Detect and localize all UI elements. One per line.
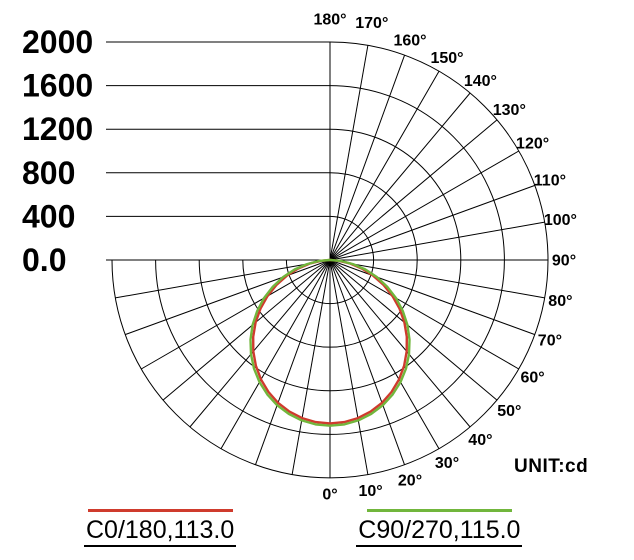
grid-ring xyxy=(285,215,375,305)
angle-label: 170° xyxy=(355,15,388,32)
curve-c0-180 xyxy=(252,258,408,425)
legend-label-c0-180: C0/180,113.0 xyxy=(84,516,237,547)
grid-spoke xyxy=(291,259,331,475)
grid-spoke xyxy=(220,259,331,450)
grid-spoke xyxy=(329,259,498,401)
legend: C0/180,113.0 C90/270,115.0 xyxy=(0,509,634,547)
grid-spoke xyxy=(254,259,331,466)
legend-item-c0-180: C0/180,113.0 xyxy=(84,509,237,547)
angle-label: 160° xyxy=(393,33,426,50)
angle-label: 40° xyxy=(468,432,492,449)
angle-label: 50° xyxy=(497,403,521,420)
grid-spoke xyxy=(329,259,369,475)
radial-tick-labels: 2000 1600 1200 800 400 0.0 xyxy=(22,24,93,278)
grid-spoke xyxy=(162,259,331,401)
grid-spoke xyxy=(329,259,545,299)
grid-ring xyxy=(111,41,549,479)
grid-spoke xyxy=(189,259,331,428)
curve-c90-270 xyxy=(249,258,411,427)
radial-tick-label: 1600 xyxy=(22,68,93,104)
legend-label-c90-270: C90/270,115.0 xyxy=(356,516,523,547)
angle-label: 180° xyxy=(313,12,346,29)
radial-tick-label: 400 xyxy=(22,198,75,234)
legend-swatch-c0-180 xyxy=(87,509,233,512)
legend-item-c90-270: C90/270,115.0 xyxy=(356,509,523,547)
grid-spoke xyxy=(329,119,498,261)
angle-label: 0° xyxy=(322,487,337,504)
angle-labels: 0° 10° 20° 30° 40° 50° 60° 70° 80° 90° 100° 110° 120… xyxy=(313,12,576,504)
angle-label: 60° xyxy=(520,370,544,387)
grid-spoke xyxy=(329,259,536,336)
grid-spoke xyxy=(329,45,369,261)
grid-spoke xyxy=(329,92,471,261)
grid-spoke xyxy=(124,259,331,336)
grid-spoke xyxy=(329,259,406,466)
grid-spoke xyxy=(329,184,536,261)
grid-spoke xyxy=(329,70,440,261)
angle-label: 150° xyxy=(430,50,463,67)
radial-tick-label: 0.0 xyxy=(22,242,66,278)
grid-spoke xyxy=(329,150,520,261)
angle-label: 80° xyxy=(548,293,572,310)
grid-spoke xyxy=(329,259,520,370)
angle-label: 10° xyxy=(358,483,382,500)
grid-spoke xyxy=(329,259,471,428)
grid-spoke xyxy=(329,54,406,261)
angle-label: 110° xyxy=(534,173,566,190)
grid-spoke xyxy=(329,221,545,261)
radial-tick-label: 800 xyxy=(22,155,75,191)
angle-label: 130° xyxy=(493,102,526,119)
angle-label: 30° xyxy=(435,455,459,472)
radial-tick-label: 2000 xyxy=(22,24,93,60)
polar-grid xyxy=(106,41,549,479)
grid-spoke xyxy=(140,259,331,370)
grid-ring xyxy=(155,85,505,435)
angle-label: 140° xyxy=(464,73,497,90)
grid-spoke xyxy=(329,259,440,450)
grid-spoke xyxy=(115,259,331,299)
angle-label: 100° xyxy=(544,212,577,229)
legend-swatch-c90-270 xyxy=(366,509,512,512)
angle-label: 70° xyxy=(538,333,562,350)
angle-label: 120° xyxy=(516,136,549,153)
radial-tick-label: 1200 xyxy=(22,111,93,147)
unit-label: UNIT:cd xyxy=(514,456,589,477)
grid-ring xyxy=(198,128,462,392)
angle-label: 90° xyxy=(552,253,576,270)
angle-label: 20° xyxy=(398,472,422,489)
